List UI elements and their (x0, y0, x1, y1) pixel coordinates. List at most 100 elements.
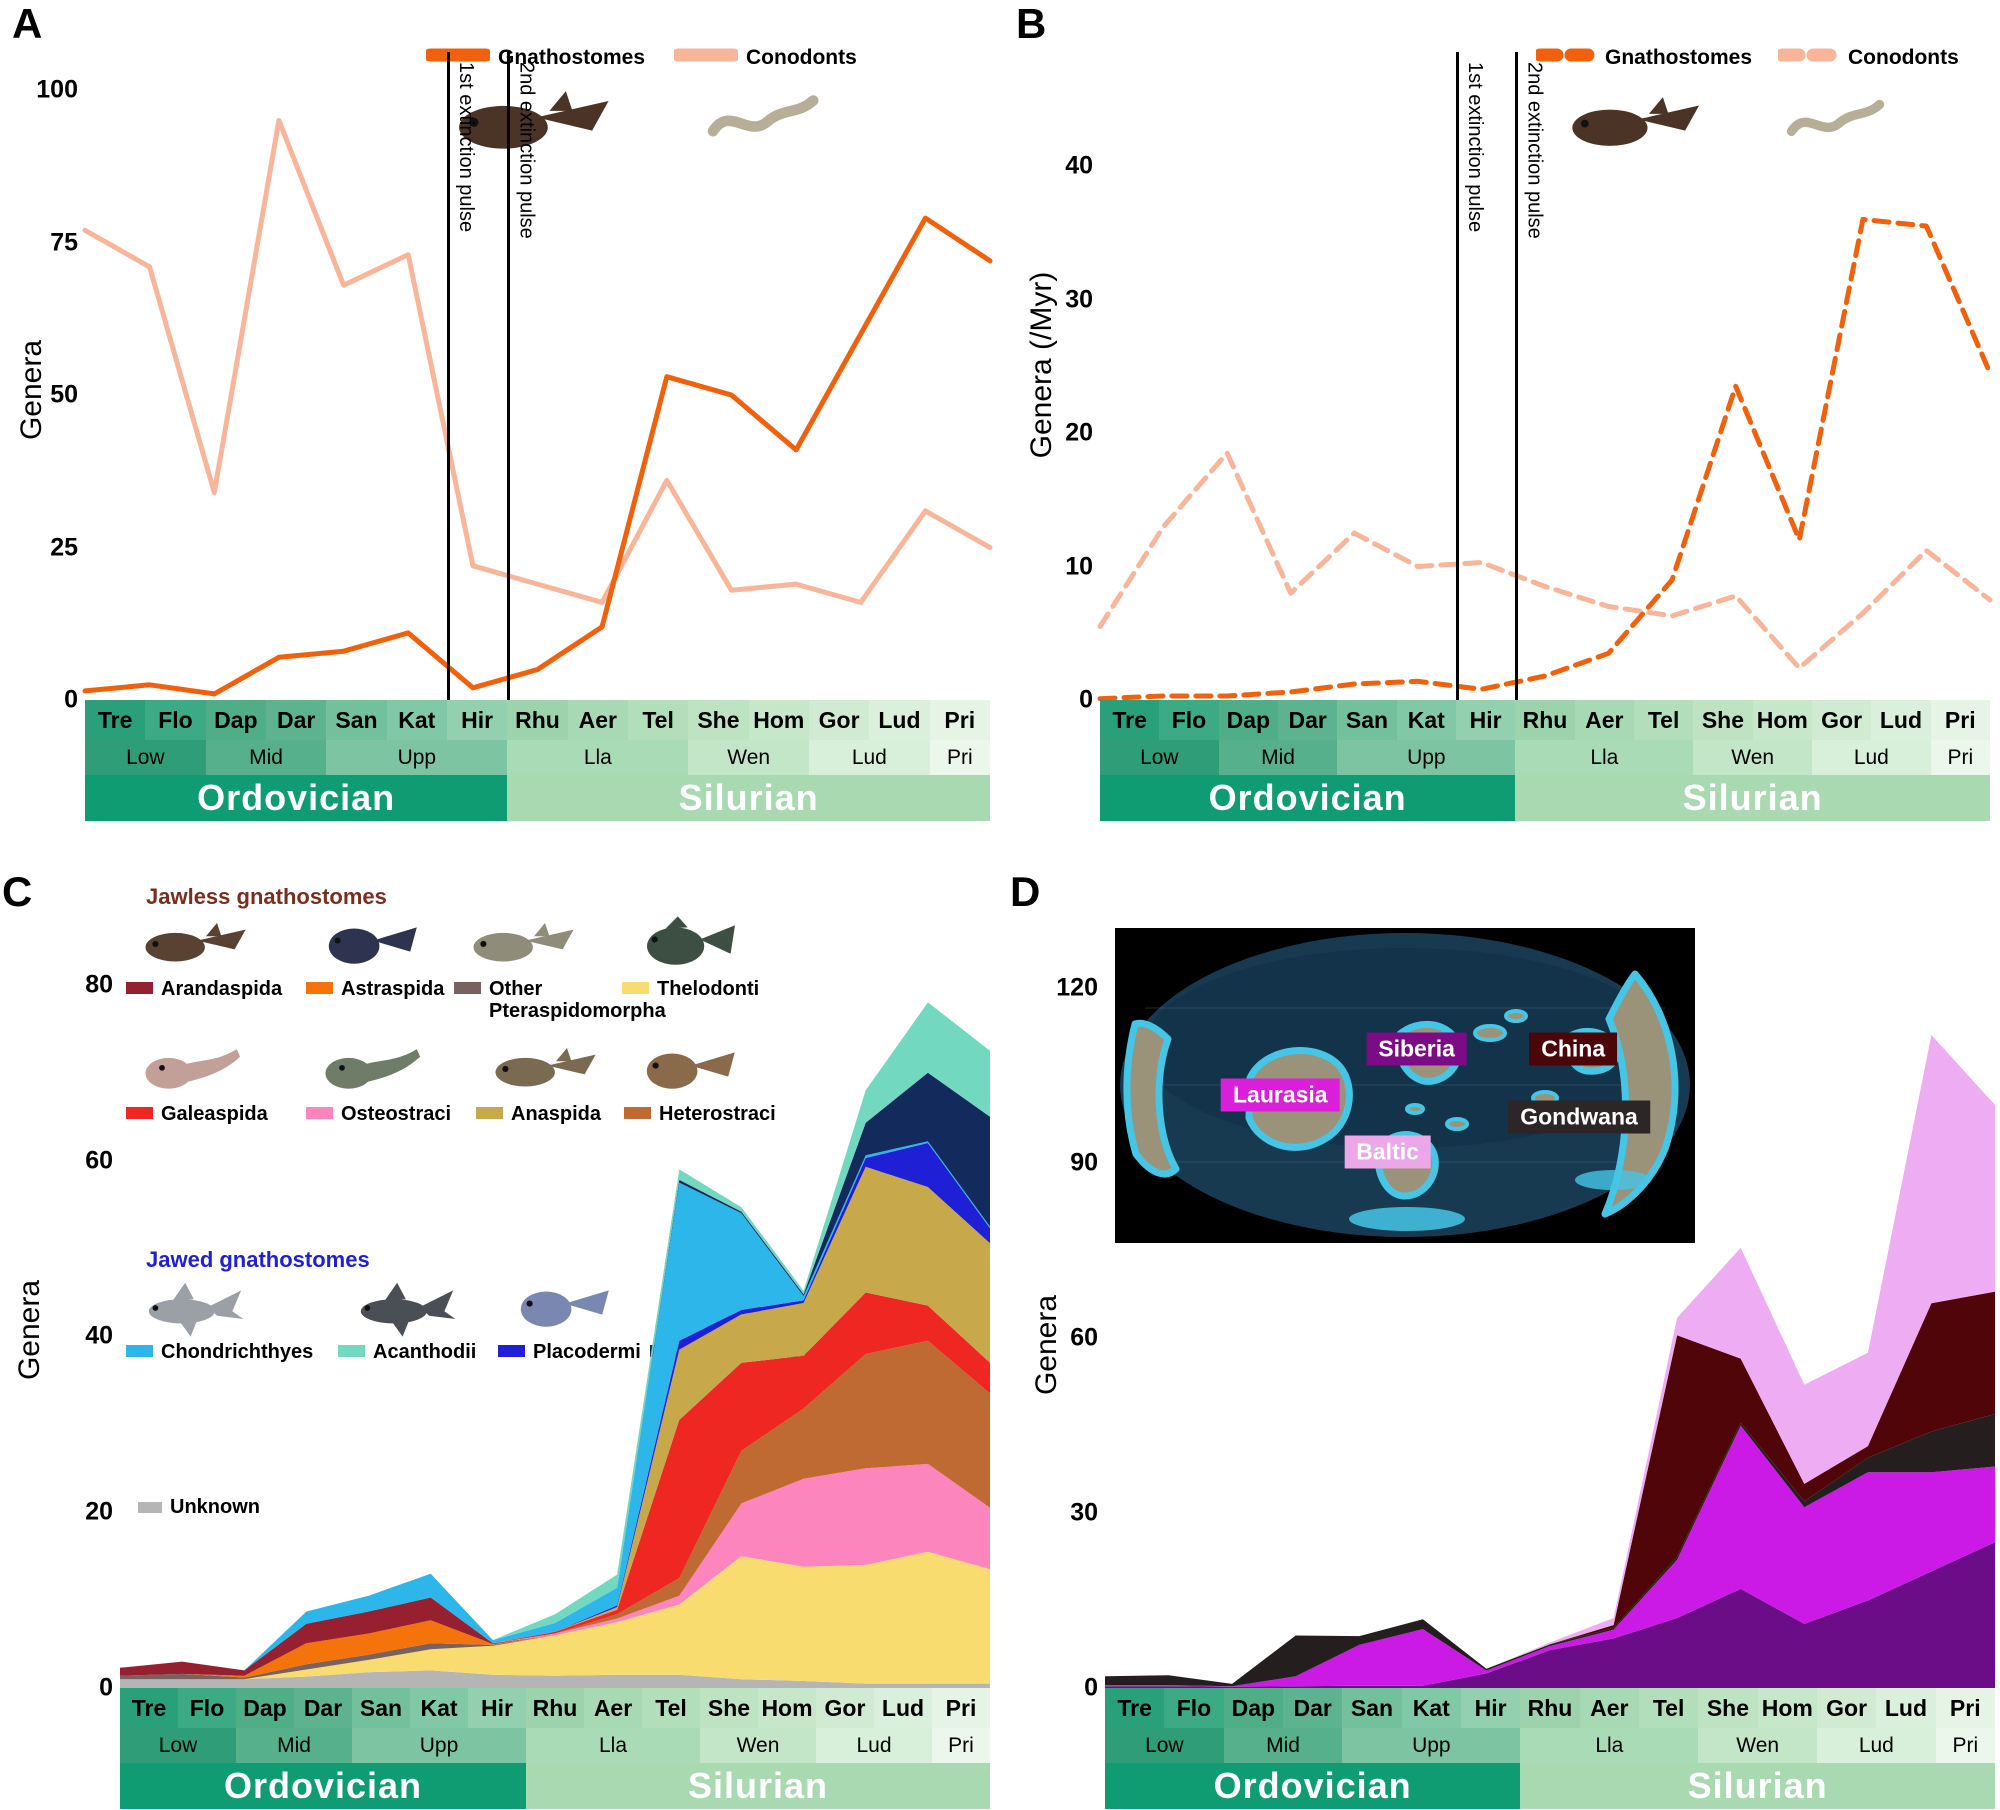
stage-aer: Aer (1579, 1688, 1639, 1728)
stage-label-hom: Hom (761, 1694, 813, 1721)
epoch-label-lud: Lud (851, 745, 887, 769)
gnathostomes-dashed-swatch (1533, 47, 1603, 68)
epoch-label-upp: Upp (397, 745, 437, 769)
stage-flo: Flo (1159, 700, 1219, 740)
stage-she: She (700, 1688, 758, 1728)
stage-kat: Kat (1396, 700, 1456, 740)
stage-label-san: San (1345, 706, 1389, 733)
heterostraci-label: Heterostraci (659, 1102, 776, 1125)
stage-label-she: She (707, 1694, 751, 1721)
stage-label-aer: Aer (578, 706, 617, 733)
epoch-label-wen: Wen (1731, 745, 1775, 769)
stage-tre: Tre (120, 1688, 178, 1728)
stage-label-lud: Lud (881, 1694, 925, 1721)
stage-label-aer: Aer (593, 1694, 633, 1721)
stage-label-kat: Kat (398, 706, 436, 733)
stage-dap: Dap (1223, 1688, 1283, 1728)
epoch-upp: Upp (352, 1728, 526, 1763)
legend-item-chondrichthyes: Chondrichthyes (126, 1275, 338, 1363)
stage-she: She (1693, 700, 1753, 740)
panel-d-ytick-90: 90 (1070, 1148, 1098, 1177)
epoch-pri: Pri (929, 740, 991, 775)
stage-label-gor: Gor (824, 1694, 866, 1721)
stage-label-aer: Aer (1590, 1694, 1629, 1721)
stage-label-dar: Dar (1288, 706, 1327, 733)
period-label-ordovician: Ordovician (197, 777, 396, 818)
stage-label-hom: Hom (753, 706, 805, 733)
stage-hir: Hir (1455, 700, 1516, 740)
area-siberia (1105, 1542, 1995, 1688)
stage-label-lud: Lud (878, 706, 921, 733)
epoch-label-low: Low (1145, 1733, 1184, 1757)
area-galeaspida (120, 1292, 990, 1671)
period-ordovician: Ordovician (1100, 775, 1516, 821)
epoch-low: Low (1100, 740, 1219, 775)
stage-label-hir: Hir (1474, 1694, 1507, 1721)
stage-label-lud: Lud (1879, 706, 1922, 733)
stage-pri: Pri (1935, 1688, 1995, 1728)
extinction-pulse-label-2: 2nd extinction pulse (1523, 62, 1546, 239)
panel-b-ytick-0: 0 (1079, 685, 1093, 714)
epoch-label-pri: Pri (948, 1733, 974, 1757)
stage-label-hir: Hir (481, 1694, 513, 1721)
jawed-gnathostomes-title: Jawed gnathostomes (146, 1247, 370, 1273)
period-silurian: Silurian (1520, 1763, 1995, 1809)
period-label-silurian: Silurian (678, 777, 819, 818)
legend-item-astraspida: Astraspida (306, 912, 454, 1000)
area-astraspida (120, 1551, 990, 1678)
extinction-pulse-line-2 (1515, 52, 1519, 700)
stage-label-dap: Dap (243, 1694, 287, 1721)
stage-lud: Lud (1876, 1688, 1936, 1728)
landmass-4 (1601, 970, 1679, 1218)
epoch-upp: Upp (1337, 740, 1516, 775)
panel-b-ytick-10: 10 (1065, 552, 1093, 580)
stage-label-rhu: Rhu (1522, 706, 1568, 733)
stage-pri: Pri (932, 1688, 990, 1728)
stage-rhu: Rhu (1520, 1688, 1580, 1728)
other-pteraspidomorpha-swatch (454, 982, 481, 994)
panel-a-timeline: Tre Flo Dap Dar San Kat Hir Rhu Aer Tel She Hom Gor L… (85, 700, 991, 821)
epoch-label-lla: Lla (1595, 1733, 1624, 1757)
stage-gor: Gor (1811, 700, 1872, 740)
arandaspida-fish-icon (140, 914, 250, 976)
galeaspida-swatch (126, 1106, 153, 1119)
period-label-silurian: Silurian (687, 1765, 829, 1806)
stage-dar: Dar (1277, 700, 1338, 740)
epoch-label-lla: Lla (598, 1733, 628, 1757)
panel-d-timeline: Tre Flo Dap Dar San Kat Hir Rhu Aer Tel She Hom Gor L… (1105, 1688, 1996, 1809)
panel-a-ytick-100: 100 (36, 75, 78, 104)
epoch-label-lud: Lud (1853, 745, 1889, 769)
epoch-lud: Lud (1817, 1728, 1936, 1763)
stage-tre: Tre (85, 700, 146, 740)
stage-label-flo: Flo (1171, 706, 1207, 733)
stage-lud: Lud (874, 1688, 932, 1728)
legend-item-anaspida: Anaspida (476, 1037, 624, 1125)
extinction-pulse-label-2: 2nd extinction pulse (515, 62, 538, 239)
stage-rhu: Rhu (526, 1688, 584, 1728)
stage-rhu: Rhu (507, 700, 568, 740)
osteostraci-label: Osteostraci (341, 1102, 452, 1125)
panel-b-ytick-40: 40 (1065, 151, 1093, 180)
stage-hom: Hom (758, 1688, 816, 1728)
acanthodii-swatch (338, 1345, 365, 1358)
anaspida-swatch (476, 1106, 503, 1119)
stage-label-tre: Tre (1112, 706, 1147, 733)
stage-she: She (688, 700, 749, 740)
thelodonti-label: Thelodonti (657, 978, 760, 1000)
area-china (1105, 1291, 1995, 1684)
osteostraci-swatch (306, 1106, 333, 1119)
stage-label-rhu: Rhu (532, 1694, 578, 1721)
epoch-mid: Mid (1223, 1728, 1343, 1763)
stage-tel: Tel (642, 1688, 700, 1728)
galeaspida-fish-icon (140, 1039, 250, 1101)
chondrichthyes-fish-icon (140, 1277, 250, 1339)
stage-hir: Hir (468, 1688, 526, 1728)
epoch-low: Low (1105, 1728, 1224, 1763)
epoch-upp: Upp (326, 740, 508, 775)
stage-tre: Tre (1100, 700, 1160, 740)
stage-san: San (1342, 1688, 1402, 1728)
stage-label-flo: Flo (158, 706, 193, 733)
gnathostomes-line-swatch (423, 47, 493, 68)
stage-dap: Dap (1218, 700, 1278, 740)
stage-label-pri: Pri (945, 1694, 977, 1721)
